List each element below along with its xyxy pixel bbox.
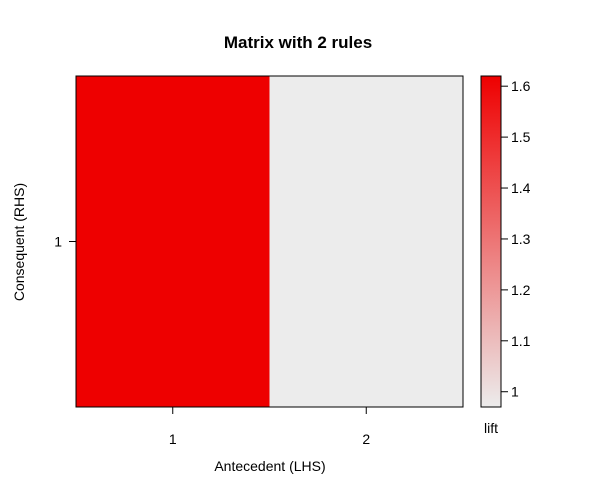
colorbar-tick-label: 1.5 [511,129,531,145]
colorbar-ticks: 1 1.1 1.2 1.3 1.4 1.5 1.6 [501,78,531,400]
x-tick-label: 2 [362,431,370,447]
y-tick-label: 1 [54,234,62,250]
chart-title: Matrix with 2 rules [224,33,372,52]
colorbar-tick-label: 1.1 [511,333,531,349]
colorbar-gradient [480,75,502,408]
colorbar-tick-label: 1.3 [511,231,531,247]
colorbar-tick-label: 1.2 [511,282,531,298]
heatmap-cells [76,76,463,407]
colorbar-tick-label: 1.4 [511,180,531,196]
heatmap-cell [76,76,270,407]
y-axis: 1 [54,234,76,250]
heatmap-cell [269,76,463,407]
colorbar: 1 1.1 1.2 1.3 1.4 1.5 1.6 lift [480,75,531,436]
x-tick-label: 1 [169,431,177,447]
colorbar-tick-label: 1.6 [511,78,531,94]
colorbar-label: lift [484,420,498,436]
colorbar-tick-label: 1 [511,384,519,400]
y-axis-title: Consequent (RHS) [11,183,27,301]
x-axis-title: Antecedent (LHS) [214,458,325,474]
